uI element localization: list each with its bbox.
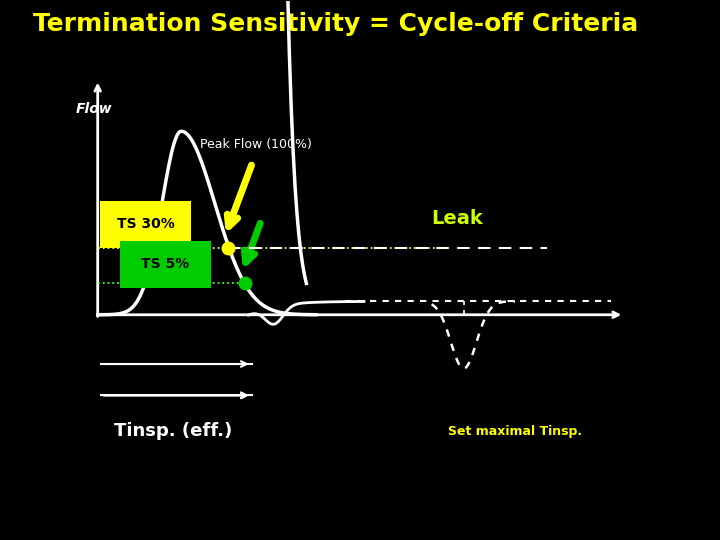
Text: Peak Flow (100%): Peak Flow (100%) — [200, 138, 312, 151]
FancyBboxPatch shape — [100, 200, 192, 248]
Text: Tinsp. (eff.): Tinsp. (eff.) — [114, 422, 232, 440]
Text: Termination Sensitivity = Cycle-off Criteria: Termination Sensitivity = Cycle-off Crit… — [34, 12, 639, 36]
Text: Flow: Flow — [75, 102, 112, 116]
Text: Set maximal Tinsp.: Set maximal Tinsp. — [448, 424, 582, 437]
Text: Leak: Leak — [431, 209, 483, 228]
Text: TS 30%: TS 30% — [117, 217, 175, 231]
Text: TS 5%: TS 5% — [141, 258, 189, 272]
FancyBboxPatch shape — [120, 241, 211, 288]
